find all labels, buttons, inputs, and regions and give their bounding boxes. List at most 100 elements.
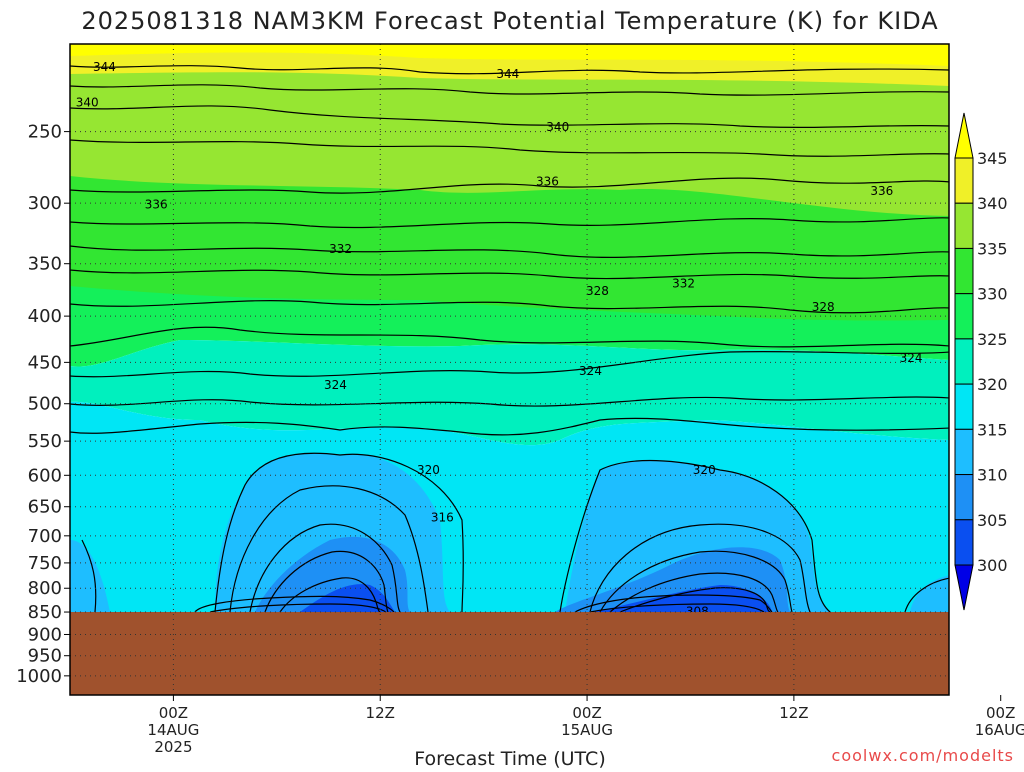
y-tick-label: 450 bbox=[28, 352, 62, 373]
contour-label: 340 bbox=[546, 120, 569, 134]
contour-328 bbox=[70, 300, 949, 314]
contour-label-text: 344 bbox=[496, 67, 519, 81]
theta-contours bbox=[70, 65, 949, 613]
colorbar-tick-label: 300 bbox=[977, 556, 1008, 575]
contour-label: 336 bbox=[145, 197, 168, 211]
colorbar-tick-label: 340 bbox=[977, 194, 1008, 213]
grid-lines bbox=[70, 44, 949, 695]
band-320-325 bbox=[70, 340, 949, 446]
contour-308 bbox=[194, 594, 773, 613]
y-tick-label: 1000 bbox=[16, 666, 62, 687]
contour-label-text: 336 bbox=[536, 175, 559, 189]
x-tick-label: 16AUG bbox=[975, 721, 1024, 739]
contour-label: 336 bbox=[870, 184, 893, 198]
y-tick-label: 500 bbox=[28, 394, 62, 415]
colorbar-segment bbox=[954, 383, 974, 430]
colorbar-segment bbox=[954, 247, 974, 295]
credit-text: coolwx.com/modelts bbox=[832, 746, 1014, 765]
contour-label: 328 bbox=[586, 284, 609, 298]
contour-334 bbox=[70, 217, 949, 229]
contour-320 bbox=[70, 417, 949, 436]
x-tick-label: 15AUG bbox=[561, 721, 613, 739]
y-tick-label: 700 bbox=[28, 526, 62, 547]
contour-316 bbox=[229, 485, 811, 613]
y-tick-label: 600 bbox=[28, 465, 62, 486]
contour-label-text: 328 bbox=[586, 284, 609, 298]
contour-324 bbox=[70, 350, 949, 378]
x-tick-label: 12Z bbox=[366, 704, 395, 722]
contour-330 bbox=[70, 269, 949, 280]
band-325-330 bbox=[70, 286, 949, 367]
contour-label-text: 320 bbox=[417, 463, 440, 477]
contour-314 bbox=[249, 523, 793, 613]
contour-label: 316 bbox=[431, 510, 454, 524]
contour-label: 328 bbox=[812, 300, 835, 314]
contour-340 bbox=[70, 105, 949, 129]
y-tick-label: 250 bbox=[28, 122, 62, 143]
contour-label-text: 332 bbox=[329, 242, 352, 256]
x-tick-label: 00Z bbox=[159, 704, 188, 722]
colorbar-segment bbox=[954, 474, 974, 521]
chart-title: 2025081318 NAM3KM Forecast Potential Tem… bbox=[81, 7, 938, 35]
y-tick-label: 550 bbox=[28, 431, 62, 452]
contour-label-text: 328 bbox=[0, 301, 11, 315]
contour-label: 324 bbox=[579, 364, 602, 378]
contour-label-text: 328 bbox=[812, 300, 835, 314]
colorbar-arrow-bottom bbox=[954, 564, 974, 611]
contour-label-text: 336 bbox=[870, 184, 893, 198]
contour-label-text: 340 bbox=[546, 120, 569, 134]
y-tick-label: 350 bbox=[28, 254, 62, 275]
contour-label-text: 324 bbox=[324, 378, 347, 392]
colorbar-tick-label: 325 bbox=[977, 330, 1008, 349]
y-tick-label: 750 bbox=[28, 553, 62, 574]
terrain-below-surface bbox=[70, 612, 949, 695]
x-tick-label: 12Z bbox=[779, 704, 808, 722]
contour-label-text: 324 bbox=[900, 351, 923, 365]
colorbar-segment bbox=[954, 428, 974, 476]
y-axis: 2503003504004505005506006507007508008509… bbox=[16, 122, 70, 687]
contour-338 bbox=[70, 139, 949, 157]
band-305-310 bbox=[255, 536, 790, 612]
contour-342 bbox=[70, 84, 949, 96]
contour-label-text: 316 bbox=[431, 510, 454, 524]
contour-label: 320 bbox=[693, 463, 716, 477]
contour-label: 344 bbox=[496, 67, 519, 81]
contour-label: 332 bbox=[329, 242, 352, 256]
contour-332 bbox=[70, 245, 949, 258]
y-tick-label: 950 bbox=[28, 646, 62, 667]
contour-label-text: 340 bbox=[76, 95, 99, 109]
contour-label: 328 bbox=[0, 300, 13, 315]
y-tick-label: 300 bbox=[28, 193, 62, 214]
colorbar-tick-label: 345 bbox=[977, 149, 1008, 168]
contour-label: 336 bbox=[536, 175, 559, 189]
contour-label-text: 332 bbox=[672, 276, 695, 290]
contour-label-text: 324 bbox=[579, 364, 602, 378]
y-tick-label: 800 bbox=[28, 578, 62, 599]
colorbar-tick-label: 310 bbox=[977, 466, 1008, 485]
colorbar-tick-label: 320 bbox=[977, 375, 1008, 394]
theta-fill-bands bbox=[70, 44, 949, 612]
plot-frame bbox=[69, 43, 950, 696]
contour-326 bbox=[70, 326, 949, 348]
colorbar-segment bbox=[954, 202, 974, 249]
contour-label: 324 bbox=[900, 351, 923, 365]
contour-318 bbox=[81, 452, 949, 613]
colorbar-segment bbox=[954, 519, 974, 566]
contour-label: 320 bbox=[417, 463, 440, 477]
y-tick-label: 400 bbox=[28, 306, 62, 327]
contour-344 bbox=[70, 65, 949, 75]
contour-312 bbox=[264, 550, 779, 613]
colorbar-segment bbox=[954, 157, 974, 204]
contour-306 bbox=[209, 603, 765, 613]
x-tick-label: 00Z bbox=[572, 704, 601, 722]
x-tick-label: 00Z bbox=[986, 704, 1015, 722]
colorbar-tick-label: 305 bbox=[977, 511, 1008, 530]
x-axis-label: Forecast Time (UTC) bbox=[414, 748, 605, 768]
colorbar-tick-label: 330 bbox=[977, 285, 1008, 304]
x-tick-label: 2025 bbox=[154, 738, 192, 756]
colorbar: 345 340 335 330 325 320 315 310 305 300 bbox=[954, 112, 1008, 611]
contour-label: 340 bbox=[76, 95, 99, 109]
contour-336 bbox=[70, 177, 949, 194]
